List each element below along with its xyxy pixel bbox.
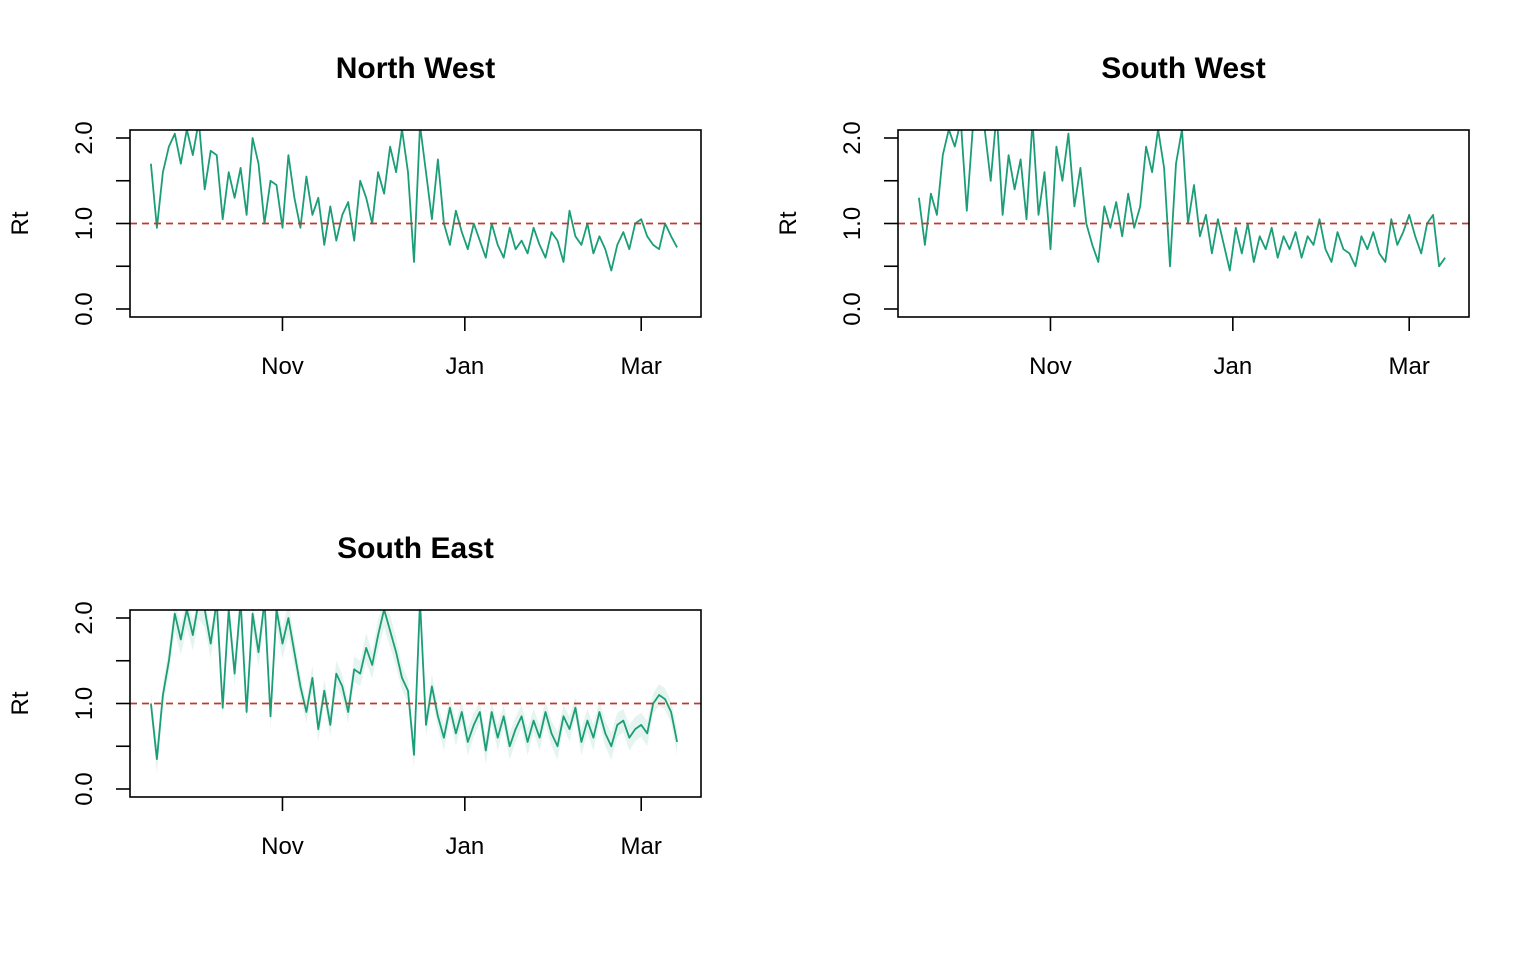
y-axis-label: Rt [7, 211, 34, 235]
x-tick-label: Mar [621, 833, 662, 860]
chart-title: North West [336, 52, 495, 85]
y-axis-label: Rt [7, 691, 34, 715]
rt-series-line [150, 610, 678, 760]
y-tick-label: 1.0 [71, 207, 98, 240]
rt-series-line [918, 130, 1446, 272]
credible-interval-ribbon [150, 610, 678, 774]
x-tick-label: Jan [1213, 353, 1252, 380]
x-tick-label: Nov [1029, 353, 1072, 380]
x-tick-label: Mar [1389, 353, 1430, 380]
panel-1: North West Rt 0.0 1.0 2.0 Nov Jan Mar [7, 52, 702, 380]
y-axis-label: Rt [775, 211, 802, 235]
y-tick-label: 0.0 [839, 292, 866, 325]
x-tick-label: Jan [445, 833, 484, 860]
y-tick-label: 2.0 [71, 601, 98, 634]
y-tick-label: 1.0 [839, 207, 866, 240]
panel-2: South West Rt 0.0 1.0 2.0 Nov Jan Mar [775, 52, 1470, 380]
y-tick-label: 2.0 [839, 121, 866, 154]
y-tick-label: 2.0 [71, 121, 98, 154]
chart-title: South West [1101, 52, 1265, 85]
x-tick-label: Nov [261, 353, 304, 380]
y-tick-label: 0.0 [71, 772, 98, 805]
rt-series-line [150, 130, 678, 272]
y-tick-label: 0.0 [71, 292, 98, 325]
y-tick-label: 1.0 [71, 687, 98, 720]
chart-title: South East [337, 532, 494, 565]
x-tick-label: Nov [261, 833, 304, 860]
x-tick-label: Mar [621, 353, 662, 380]
x-tick-label: Jan [445, 353, 484, 380]
panel-3: South East Rt 0.0 1.0 2.0 Nov Jan Mar [7, 532, 702, 860]
